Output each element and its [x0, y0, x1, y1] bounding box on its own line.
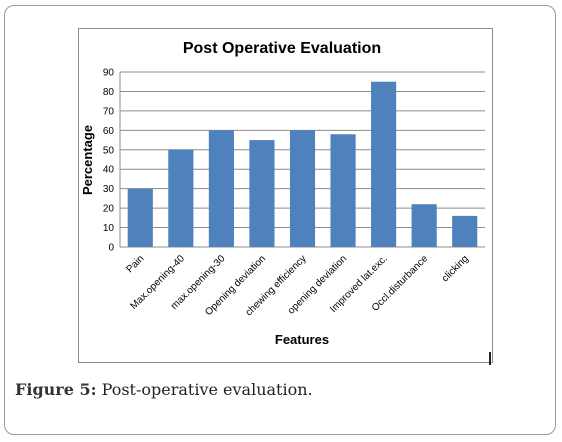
y-tick-label: 20	[103, 204, 115, 215]
x-tick-label: Pain	[124, 253, 146, 275]
stray-mark	[489, 352, 491, 365]
y-tick-label: 0	[108, 243, 114, 254]
caption-label: Figure 5:	[15, 380, 97, 399]
bar	[208, 130, 234, 247]
bar	[411, 204, 437, 247]
caption-text: Post-operative evaluation.	[101, 380, 313, 399]
bar	[249, 140, 275, 247]
bar	[289, 130, 316, 247]
y-tick-label: 70	[103, 106, 115, 117]
y-tick-label: 60	[103, 126, 115, 137]
y-tick-label: 10	[103, 223, 115, 234]
bar	[330, 134, 356, 247]
bar	[452, 215, 478, 247]
y-tick-label: 40	[103, 165, 115, 176]
y-axis-label: Percentage	[80, 125, 95, 195]
figure-caption: Figure 5: Post-operative evaluation.	[15, 380, 535, 399]
y-tick-label: 30	[103, 184, 115, 195]
x-axis-label: Features	[275, 332, 329, 347]
chart-title: Post Operative Evaluation	[183, 40, 381, 57]
y-tick-label: 80	[103, 87, 115, 98]
y-tick-label: 90	[103, 68, 115, 79]
x-tick-label: clicking	[440, 253, 471, 284]
bar	[127, 188, 153, 247]
bar	[371, 81, 397, 247]
y-tick-label: 50	[103, 145, 115, 156]
bar	[168, 149, 194, 247]
